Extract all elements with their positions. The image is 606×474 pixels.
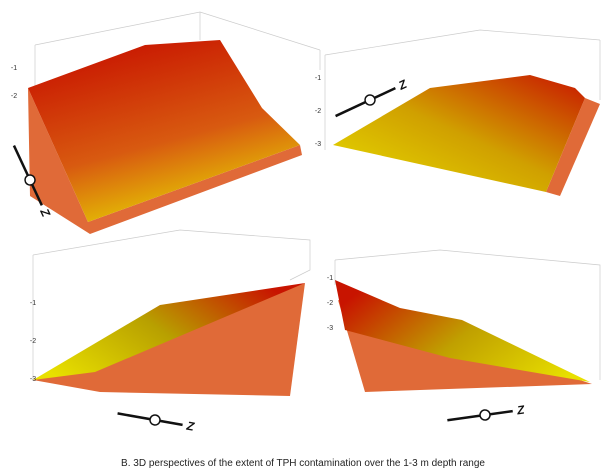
depth-label: -3 [315, 141, 321, 148]
panel [324, 29, 601, 196]
depth-label: -2 [30, 338, 36, 345]
surface [28, 40, 300, 222]
compass-label: Z [515, 402, 526, 417]
compass-circle [149, 414, 161, 426]
compass-circle [364, 94, 376, 106]
surface [335, 280, 590, 382]
depth-label: -2 [315, 108, 321, 115]
compass-circle [479, 409, 491, 421]
side-face [28, 88, 302, 234]
caption: B. 3D perspectives of the extent of TPH … [121, 458, 485, 469]
side-face [546, 98, 600, 196]
surface [333, 75, 585, 192]
compass-label: Z [37, 205, 53, 219]
compass-label: Z [185, 419, 196, 434]
depth-label: -3 [30, 376, 36, 383]
wireframe [324, 29, 601, 150]
depth-label: -1 [30, 300, 36, 307]
panel [334, 249, 601, 392]
wireframe [34, 11, 321, 90]
compass-circle [24, 174, 36, 186]
compass-label: Z [395, 77, 409, 93]
depth-label: -3 [327, 325, 333, 332]
wireframe [32, 229, 311, 380]
panel [32, 229, 311, 396]
depth-label: -2 [11, 93, 17, 100]
wireframe [334, 249, 601, 380]
panel [28, 11, 321, 234]
depth-label: -1 [315, 75, 321, 82]
depth-label: -2 [327, 300, 333, 307]
depth-label: -1 [327, 275, 333, 282]
surface [33, 283, 305, 380]
depth-label: -1 [11, 65, 17, 72]
